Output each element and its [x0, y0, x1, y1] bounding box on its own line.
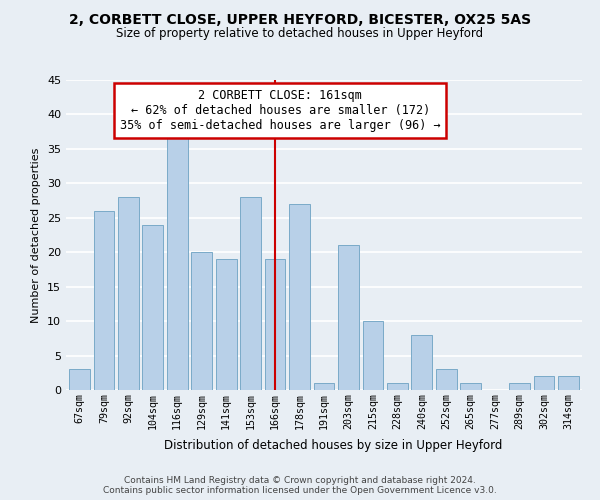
Bar: [94, 211, 114, 390]
Bar: [534, 376, 554, 390]
Bar: [191, 252, 212, 390]
Bar: [69, 370, 90, 390]
Text: Distribution of detached houses by size in Upper Heyford: Distribution of detached houses by size …: [164, 440, 502, 452]
Bar: [412, 335, 432, 390]
Bar: [362, 321, 383, 390]
Y-axis label: Number of detached properties: Number of detached properties: [31, 148, 41, 322]
Text: Size of property relative to detached houses in Upper Heyford: Size of property relative to detached ho…: [116, 28, 484, 40]
Text: 2, CORBETT CLOSE, UPPER HEYFORD, BICESTER, OX25 5AS: 2, CORBETT CLOSE, UPPER HEYFORD, BICESTE…: [69, 12, 531, 26]
Text: 2 CORBETT CLOSE: 161sqm
← 62% of detached houses are smaller (172)
35% of semi-d: 2 CORBETT CLOSE: 161sqm ← 62% of detache…: [120, 90, 440, 132]
Bar: [118, 197, 139, 390]
Bar: [167, 135, 188, 390]
Bar: [265, 259, 286, 390]
Text: Contains HM Land Registry data © Crown copyright and database right 2024.
Contai: Contains HM Land Registry data © Crown c…: [103, 476, 497, 495]
Bar: [289, 204, 310, 390]
Bar: [460, 383, 481, 390]
Bar: [240, 197, 261, 390]
Bar: [338, 246, 359, 390]
Bar: [142, 224, 163, 390]
Bar: [216, 259, 236, 390]
Bar: [387, 383, 408, 390]
Bar: [509, 383, 530, 390]
Bar: [436, 370, 457, 390]
Bar: [314, 383, 334, 390]
Bar: [558, 376, 579, 390]
